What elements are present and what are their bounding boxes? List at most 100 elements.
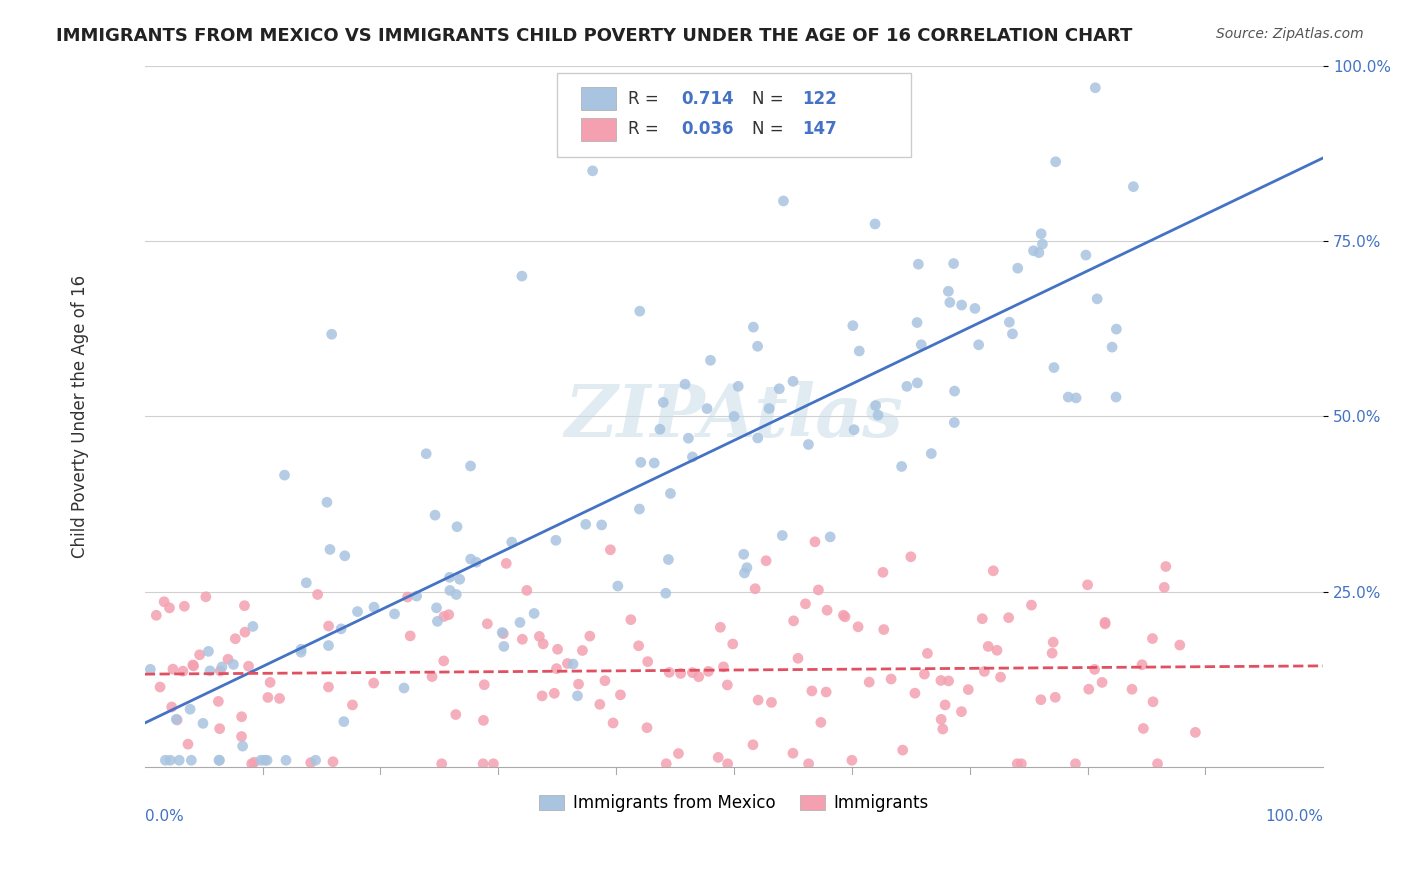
Point bbox=[1042, 635, 1064, 649]
Text: R =: R = bbox=[628, 120, 664, 138]
Point bbox=[1057, 390, 1080, 404]
Point bbox=[747, 693, 769, 707]
Point bbox=[269, 691, 291, 706]
Point bbox=[139, 662, 162, 676]
Point bbox=[516, 583, 538, 598]
Point bbox=[562, 657, 585, 671]
Point bbox=[678, 431, 700, 445]
Point bbox=[567, 677, 589, 691]
Point bbox=[815, 603, 838, 617]
Point bbox=[396, 590, 419, 604]
Point bbox=[747, 431, 769, 445]
Point bbox=[492, 640, 515, 654]
Text: R =: R = bbox=[628, 89, 664, 108]
Point bbox=[172, 664, 194, 678]
Point bbox=[544, 533, 567, 548]
Point bbox=[1142, 632, 1164, 646]
FancyBboxPatch shape bbox=[581, 119, 616, 141]
Point bbox=[717, 756, 740, 771]
Point bbox=[1021, 598, 1043, 612]
Point bbox=[208, 722, 231, 736]
Point bbox=[465, 555, 488, 569]
Point bbox=[295, 575, 318, 590]
Point bbox=[546, 662, 568, 676]
Point bbox=[1045, 690, 1067, 705]
Point bbox=[273, 468, 295, 483]
Point bbox=[346, 605, 368, 619]
Point bbox=[912, 667, 935, 681]
Point bbox=[509, 615, 531, 630]
Point bbox=[233, 625, 256, 640]
Point bbox=[747, 339, 769, 353]
Point bbox=[449, 572, 471, 586]
Point bbox=[207, 694, 229, 708]
Point bbox=[420, 670, 443, 684]
Point bbox=[998, 315, 1021, 329]
Point bbox=[655, 586, 678, 600]
FancyBboxPatch shape bbox=[557, 72, 911, 157]
Point bbox=[628, 304, 651, 318]
Point bbox=[797, 756, 820, 771]
Point bbox=[319, 542, 342, 557]
Point bbox=[557, 657, 579, 671]
Point bbox=[707, 750, 730, 764]
Point bbox=[240, 756, 263, 771]
Point bbox=[426, 615, 449, 629]
Point bbox=[917, 647, 939, 661]
Point bbox=[415, 447, 437, 461]
Point bbox=[990, 670, 1012, 684]
Point bbox=[1077, 578, 1099, 592]
Point bbox=[905, 376, 928, 390]
Point bbox=[333, 549, 356, 563]
Point bbox=[384, 607, 406, 621]
Point bbox=[967, 338, 990, 352]
Point bbox=[929, 712, 952, 726]
Point bbox=[1031, 237, 1053, 252]
Point bbox=[1022, 244, 1045, 258]
Point bbox=[231, 730, 253, 744]
Point bbox=[943, 384, 966, 398]
Text: 0.0%: 0.0% bbox=[145, 809, 184, 824]
Point bbox=[734, 566, 756, 580]
Point bbox=[183, 659, 205, 673]
Point bbox=[1105, 390, 1128, 404]
Point bbox=[222, 657, 245, 672]
Point bbox=[531, 689, 554, 703]
Point bbox=[669, 666, 692, 681]
Point bbox=[938, 285, 960, 299]
Point bbox=[657, 552, 679, 566]
Point bbox=[942, 256, 965, 270]
Point bbox=[233, 599, 256, 613]
Point bbox=[181, 657, 204, 672]
Point bbox=[950, 298, 973, 312]
Point bbox=[818, 530, 841, 544]
Point bbox=[910, 337, 932, 351]
Point bbox=[658, 665, 681, 680]
Point bbox=[299, 756, 322, 770]
Point bbox=[166, 713, 188, 727]
Point bbox=[1153, 580, 1175, 594]
Point bbox=[939, 295, 962, 310]
Point bbox=[472, 714, 495, 728]
Point bbox=[628, 502, 651, 516]
Point bbox=[177, 737, 200, 751]
Point bbox=[1130, 657, 1153, 672]
Point bbox=[510, 269, 533, 284]
Point bbox=[495, 557, 517, 571]
Point bbox=[673, 377, 696, 392]
Point bbox=[846, 620, 869, 634]
Point bbox=[997, 610, 1019, 624]
Point bbox=[425, 600, 447, 615]
Point bbox=[890, 459, 912, 474]
Point bbox=[934, 698, 956, 712]
Point bbox=[482, 756, 505, 771]
Point bbox=[250, 753, 273, 767]
Point bbox=[872, 566, 894, 580]
Point bbox=[630, 455, 652, 469]
Point bbox=[797, 437, 820, 451]
Point bbox=[755, 554, 778, 568]
Point bbox=[290, 645, 312, 659]
Point bbox=[274, 753, 297, 767]
Point bbox=[155, 753, 177, 767]
Point bbox=[1077, 682, 1099, 697]
